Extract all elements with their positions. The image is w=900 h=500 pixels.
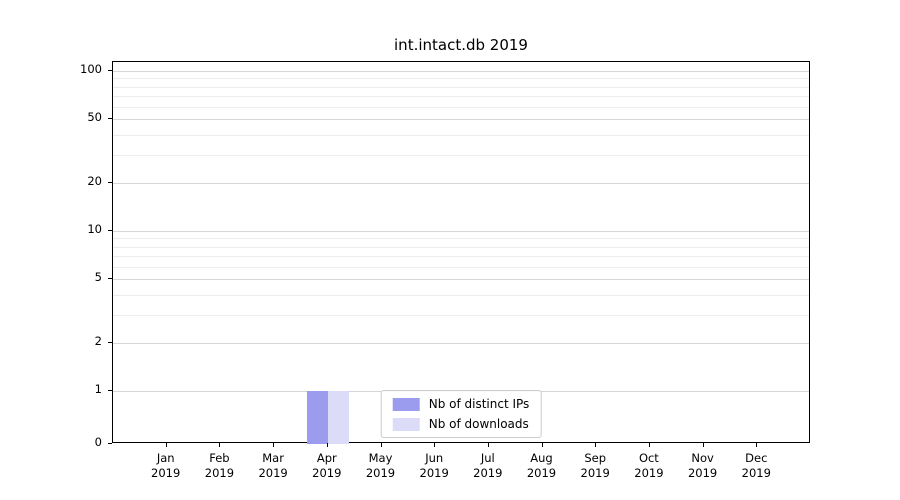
legend-label: Nb of downloads <box>428 417 529 431</box>
y-tick-label: 10 <box>87 222 102 236</box>
y-tick-label: 0 <box>94 435 102 449</box>
x-tick-mark <box>380 443 382 447</box>
x-tick-mark <box>541 443 543 447</box>
chart-title: int.intact.db 2019 <box>394 36 528 54</box>
x-tick-label-line: 2019 <box>419 466 449 480</box>
legend-swatch <box>392 417 420 431</box>
x-tick-label-line: Sep <box>584 451 607 465</box>
x-tick-mark <box>487 443 489 447</box>
plot-area: Nb of distinct IPs Nb of downloads <box>112 61 810 444</box>
x-tick-label: Feb 2019 <box>184 451 254 481</box>
x-tick-label: Sep 2019 <box>560 451 630 481</box>
x-tick-label-line: Feb <box>209 451 230 465</box>
x-tick-label: Apr 2019 <box>292 451 362 481</box>
x-tick-label-line: Nov <box>691 451 714 465</box>
x-tick-label-line: 2019 <box>687 466 718 480</box>
gridline-minor <box>113 246 809 248</box>
x-tick-mark <box>756 443 758 447</box>
x-tick-label: Nov 2019 <box>668 451 738 481</box>
x-tick-label: Jul 2019 <box>453 451 523 481</box>
x-tick-label: Jun 2019 <box>399 451 469 481</box>
y-tick-mark <box>108 230 112 231</box>
x-tick-label-line: Dec <box>745 451 768 465</box>
x-tick-label: May 2019 <box>346 451 416 481</box>
y-tick-mark <box>108 443 112 444</box>
x-tick-mark <box>648 443 650 447</box>
gridline-major <box>113 279 809 281</box>
x-tick-label-line: 2019 <box>580 466 610 480</box>
y-tick-mark <box>108 70 112 71</box>
x-tick-label-line: 2019 <box>526 466 557 480</box>
x-tick-label: Oct 2019 <box>614 451 684 481</box>
x-tick-label-line: 2019 <box>634 466 664 480</box>
gridline-minor <box>113 314 809 316</box>
x-tick-label-line: 2019 <box>151 466 181 480</box>
x-tick-mark <box>434 443 436 447</box>
x-tick-mark <box>595 443 597 447</box>
y-tick-mark <box>108 278 112 280</box>
y-tick-mark <box>108 181 112 183</box>
y-tick-label: 20 <box>87 173 102 188</box>
x-tick-label-line: 2019 <box>473 466 503 480</box>
bar-nb-of-distinct-ips <box>306 391 328 444</box>
legend-label: Nb of distinct IPs <box>428 397 530 411</box>
gridline-minor <box>113 134 809 136</box>
bar-nb-of-downloads <box>327 391 349 444</box>
y-tick-mark <box>108 118 112 120</box>
gridline-minor <box>113 266 809 268</box>
x-tick-label-line: Jul <box>480 451 495 465</box>
gridline-minor <box>113 255 809 257</box>
x-tick-label-line: Mar <box>262 451 284 465</box>
x-tick-label-line: 2019 <box>741 466 771 480</box>
y-tick-label: 5 <box>94 270 102 285</box>
gridline-minor <box>113 95 809 97</box>
x-tick-mark <box>219 443 221 447</box>
gridline-minor <box>113 106 809 108</box>
gridline-minor <box>113 86 809 88</box>
x-tick-mark <box>165 443 167 447</box>
x-tick-label-line: 2019 <box>312 466 342 480</box>
y-tick-label: 100 <box>80 62 102 76</box>
x-tick-label-line: 2019 <box>204 466 235 480</box>
gridline-minor <box>113 78 809 80</box>
gridline-major <box>113 71 809 72</box>
legend-entry: Nb of distinct IPs <box>392 397 530 411</box>
legend: Nb of distinct IPs Nb of downloads <box>380 390 542 438</box>
legend-swatch <box>392 397 420 411</box>
gridline-major <box>113 119 809 121</box>
gridline-major <box>113 342 809 344</box>
x-tick-label-line: Jan <box>156 451 175 465</box>
gridline-minor <box>113 238 809 240</box>
y-tick-mark <box>108 390 112 391</box>
x-tick-label: Jan 2019 <box>131 451 201 481</box>
x-tick-mark <box>273 443 275 447</box>
y-tick-mark <box>108 341 112 343</box>
x-tick-label-line: Aug <box>530 451 553 465</box>
x-tick-label-line: Apr <box>316 451 337 465</box>
x-tick-label-line: Oct <box>638 451 659 465</box>
gridline-major <box>113 231 809 232</box>
x-tick-label-line: 2019 <box>365 466 396 480</box>
gridline-minor <box>113 154 809 156</box>
gridline-minor <box>113 294 809 296</box>
legend-entry: Nb of downloads <box>392 417 530 431</box>
x-tick-label-line: 2019 <box>258 466 288 480</box>
y-tick-label: 2 <box>94 333 102 348</box>
y-tick-label: 50 <box>87 110 102 125</box>
gridline-major <box>113 182 809 184</box>
x-tick-label: Aug 2019 <box>507 451 577 481</box>
y-tick-label: 1 <box>94 382 102 396</box>
x-tick-label-line: May <box>368 451 393 465</box>
x-tick-mark <box>702 443 704 447</box>
x-tick-mark <box>326 443 328 447</box>
x-tick-label: Mar 2019 <box>238 451 308 481</box>
x-tick-label-line: Jun <box>425 451 444 465</box>
x-tick-label: Dec 2019 <box>721 451 791 481</box>
